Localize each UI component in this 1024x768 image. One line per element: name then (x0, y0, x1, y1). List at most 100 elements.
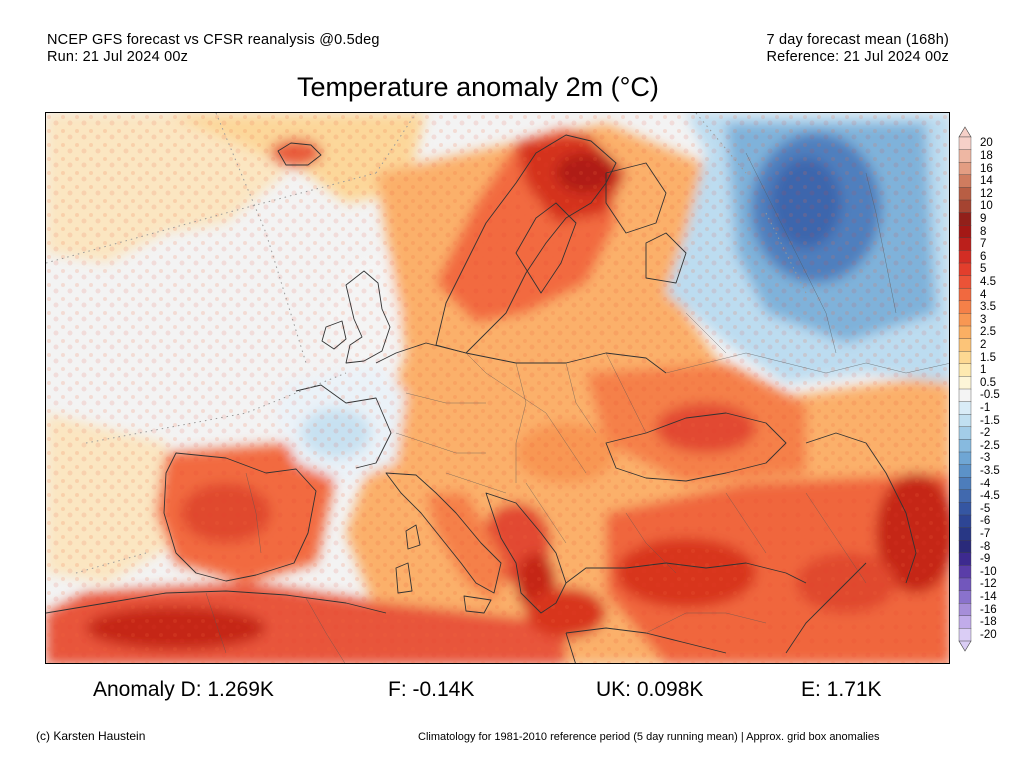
colorbar-label: -2 (980, 427, 991, 440)
colorbar-swatch (958, 338, 972, 352)
chart-title: Temperature anomaly 2m (°C) (297, 72, 659, 102)
colorbar-top-arrow (958, 126, 972, 138)
colorbar-swatch (958, 514, 972, 529)
graticule (46, 113, 807, 574)
colorbar-label: -8 (980, 540, 991, 553)
colorbar-labels: 20 18 16 14 12 10 9 8 7 6 5 4.5 4 3.5 3 2.5 2 1.5 1 0.5 -0.5… (980, 127, 1024, 651)
anomaly-uk: UK: 0.098K (596, 678, 704, 701)
colorbar-swatch (958, 174, 972, 188)
colorbar-bottom-arrow (958, 640, 972, 652)
run-info: NCEP GFS forecast vs CFSR reanalysis @0.… (47, 32, 380, 66)
colorbar-label: -18 (980, 616, 997, 629)
colorbar-label: 10 (980, 200, 993, 213)
colorbar-swatch (958, 212, 972, 226)
colorbar-swatch (958, 603, 972, 617)
colorbar-label: -7 (980, 527, 991, 540)
colorbar-swatch (958, 136, 972, 151)
colorbar-label: -1.5 (980, 414, 1000, 427)
colorbar-label: 18 (980, 149, 993, 162)
colorbar-swatch (958, 162, 972, 176)
colorbar-swatch (958, 451, 972, 466)
colorbar-label: 14 (980, 175, 993, 188)
colorbar-swatch (958, 502, 972, 516)
colorbar-swatch (958, 262, 972, 277)
colorbar-label: 4.5 (980, 275, 996, 288)
colorbar-label: 4 (980, 288, 987, 301)
colorbar-swatch (958, 565, 972, 579)
colorbar-swatch (958, 199, 972, 214)
map-canvas (46, 113, 949, 663)
model-description: NCEP GFS forecast vs CFSR reanalysis @0.… (47, 32, 380, 48)
colorbar-label: -0.5 (980, 389, 1000, 402)
colorbar-label: -20 (980, 628, 997, 641)
colorbar-swatch (958, 439, 972, 453)
colorbar-swatch (958, 187, 972, 201)
colorbar-label: -5 (980, 502, 991, 515)
colorbar-swatch (958, 540, 972, 554)
colorbar-label: -14 (980, 590, 997, 603)
anomaly-france: F: -0.14K (388, 678, 475, 701)
colorbar-label: 9 (980, 212, 987, 225)
colorbar-label: -3 (980, 452, 991, 465)
reference-time: Reference: 21 Jul 2024 00z (766, 49, 949, 65)
colorbar-label: -10 (980, 565, 997, 578)
colorbar-swatch (958, 237, 972, 251)
colorbar-label: -9 (980, 553, 991, 566)
colorbar-label: 7 (980, 238, 987, 251)
colorbar-label: -3.5 (980, 464, 1000, 477)
colorbar-label: -6 (980, 515, 991, 528)
colorbar-swatch (958, 577, 972, 592)
colorbar-swatch (958, 477, 972, 491)
colorbar-label: 5 (980, 263, 987, 276)
colorbar-swatch (958, 149, 972, 163)
colorbar-label: -4.5 (980, 490, 1000, 503)
climatology-note: Climatology for 1981-2010 reference peri… (418, 731, 880, 743)
colorbar-swatch (958, 287, 972, 302)
colorbar-swatch (958, 363, 972, 377)
colorbar-swatches (958, 126, 972, 652)
run-time: Run: 21 Jul 2024 00z (47, 49, 189, 65)
colorbar-label: -4 (980, 477, 991, 490)
colorbar-label: 20 (980, 137, 993, 150)
colorbar-label: 6 (980, 250, 987, 263)
colorbar-swatch (958, 250, 972, 264)
colorbar-label: 2 (980, 338, 987, 351)
colorbar-label: -16 (980, 603, 997, 616)
colorbar-swatch (958, 590, 972, 604)
colorbar-label: 8 (980, 225, 987, 238)
colorbar-swatch (958, 300, 972, 314)
colorbar-swatch (958, 489, 972, 503)
colorbar-swatch (958, 325, 972, 340)
anomaly-spain: E: 1.71K (801, 678, 882, 701)
colorbar-swatch (958, 313, 972, 327)
colorbar-swatch (958, 388, 972, 403)
colorbar-swatch (958, 552, 972, 566)
colorbar-swatch (958, 376, 972, 390)
anomaly-germany: Anomaly D: 1.269K (93, 678, 274, 701)
colorbar-swatch (958, 426, 972, 440)
colorbar-swatch (958, 615, 972, 629)
anomaly-map (45, 112, 950, 664)
colorbar-label: 1 (980, 364, 987, 377)
colorbar-swatch (958, 350, 972, 365)
colorbar-label: 12 (980, 187, 993, 200)
colorbar-swatch (958, 628, 972, 642)
credit: (c) Karsten Haustein (36, 729, 146, 743)
colorbar-swatch (958, 401, 972, 415)
country-borders (205, 152, 949, 663)
colorbar-swatch (958, 414, 972, 428)
forecast-info: 7 day forecast mean (168h) Reference: 21… (766, 32, 949, 66)
colorbar-swatch (958, 224, 972, 239)
colorbar-swatch (958, 527, 972, 541)
colorbar-label: 1.5 (980, 351, 996, 364)
colorbar-label: 3 (980, 313, 987, 326)
colorbar (958, 126, 979, 652)
colorbar-swatch (958, 464, 972, 478)
country-anomalies: Anomaly D: 1.269K F: -0.14K UK: 0.098K E… (0, 678, 1024, 706)
colorbar-label: -12 (980, 578, 997, 591)
colorbar-label: 16 (980, 162, 993, 175)
colorbar-label: -2.5 (980, 439, 1000, 452)
forecast-period: 7 day forecast mean (168h) (766, 32, 949, 48)
colorbar-label: 0.5 (980, 376, 996, 389)
colorbar-label: -1 (980, 401, 991, 414)
